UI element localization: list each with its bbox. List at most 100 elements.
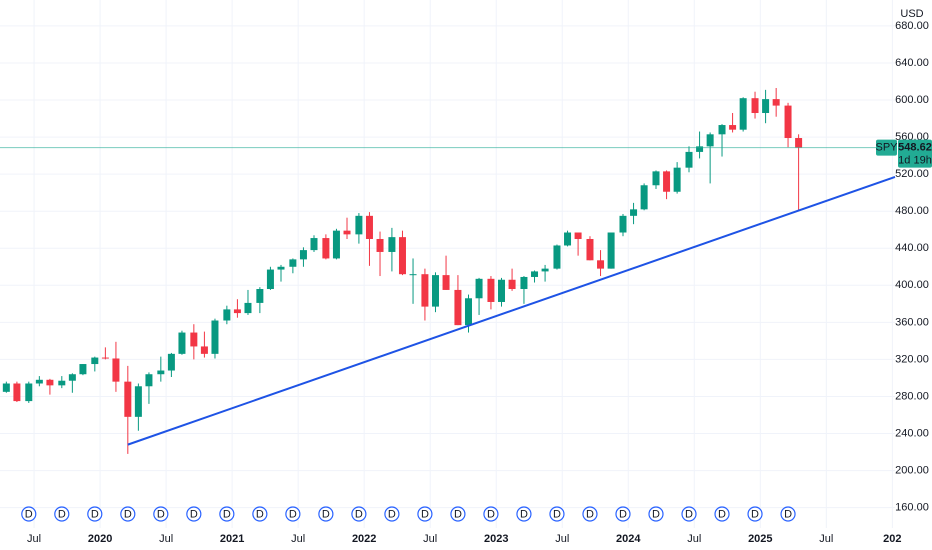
y-tick-label: 280.00: [895, 390, 929, 402]
x-tick-label: Jul: [291, 533, 305, 545]
dividend-label: D: [553, 508, 561, 520]
dividend-label: D: [25, 508, 33, 520]
x-tick-label: 202: [883, 533, 901, 545]
dividend-marker: [582, 506, 598, 522]
symbol-label: SPY: [875, 142, 898, 154]
x-tick-label: Jul: [27, 533, 41, 545]
dividend-marker: [681, 506, 697, 522]
y-tick-label: 480.00: [895, 205, 929, 217]
candle-body: [619, 215, 627, 233]
candle-body: [388, 237, 396, 252]
dividend-marker: [615, 506, 631, 522]
dividend-label: D: [487, 508, 495, 520]
candle-body: [233, 309, 241, 314]
candle-body: [167, 353, 175, 371]
dividend-label: D: [685, 508, 693, 520]
currency-label: USD: [900, 8, 923, 20]
candle-body: [343, 230, 351, 235]
candle-body: [134, 386, 142, 417]
candle-body: [398, 237, 406, 275]
dividend-label: D: [256, 508, 264, 520]
dividend-marker: [318, 506, 334, 522]
dividend-label: D: [289, 508, 297, 520]
candle-body: [729, 125, 737, 130]
price-axis: 160.00 200.00 240.00 280.00 320.00 360.00 400.…: [27, 20, 932, 545]
candle-body: [795, 138, 803, 148]
dividend-label: D: [751, 508, 759, 520]
dividend-label: D: [652, 508, 660, 520]
dividend-label: D: [190, 508, 198, 520]
candle-body: [696, 146, 704, 152]
candle-body: [553, 245, 561, 269]
x-tick-label: 2023: [484, 533, 508, 545]
candle-body: [498, 279, 506, 302]
candle-body: [685, 151, 693, 168]
dividend-label: D: [355, 508, 363, 520]
x-tick-label: Jul: [423, 533, 437, 545]
candle-body: [79, 364, 87, 375]
dividend-label: D: [718, 508, 726, 520]
dividend-label: D: [586, 508, 594, 520]
dividend-marker: [516, 506, 532, 522]
y-tick-label: 240.00: [895, 427, 929, 439]
y-tick-label: 440.00: [895, 242, 929, 254]
candle-body: [145, 374, 153, 387]
dividend-marker: [54, 506, 70, 522]
candle-body: [322, 238, 330, 259]
countdown-label: 1d 19h: [898, 155, 932, 167]
dividend-label: D: [619, 508, 627, 520]
dividend-marker: [153, 506, 169, 522]
dividend-marker: [252, 506, 268, 522]
candle-body: [299, 250, 307, 260]
x-tick-label: Jul: [159, 533, 173, 545]
candle-body: [564, 232, 572, 246]
candle-body: [586, 238, 594, 261]
dividend-marker: [219, 506, 235, 522]
y-tick-label: 680.00: [895, 20, 929, 32]
candle-body: [574, 232, 582, 239]
candle-body: [58, 380, 66, 386]
x-tick-label: Jul: [687, 533, 701, 545]
candle-body: [223, 309, 231, 321]
candle-body: [332, 230, 340, 259]
dividend-label: D: [520, 508, 528, 520]
y-tick-label: 600.00: [895, 94, 929, 106]
candle-body: [289, 259, 297, 267]
candle-body: [112, 358, 120, 382]
candle-body: [157, 370, 165, 375]
candle-body: [464, 298, 472, 326]
candle-body: [442, 275, 450, 290]
dividend-label: D: [322, 508, 330, 520]
candle-body: [475, 278, 483, 299]
candle-body: [421, 274, 429, 307]
dividend-label: D: [91, 508, 99, 520]
candle-body: [46, 379, 54, 386]
dividend-marker: [747, 506, 763, 522]
candle-body: [772, 99, 780, 106]
candle-body: [531, 271, 539, 277]
candle-body: [762, 99, 770, 114]
dividend-marker: [87, 506, 103, 522]
candle-body: [211, 320, 219, 354]
dividend-marker: [549, 506, 565, 522]
candle-body: [25, 383, 33, 402]
candle-body: [663, 171, 671, 192]
candle-body: [200, 346, 208, 354]
y-tick-label: 520.00: [895, 168, 929, 180]
candle-body: [244, 302, 252, 314]
dividend-label: D: [388, 508, 396, 520]
candle-body: [718, 125, 726, 135]
dividend-marker: [351, 506, 367, 522]
dividend-label: D: [157, 508, 165, 520]
dividend-label: D: [454, 508, 462, 520]
dividend-marker: [450, 506, 466, 522]
candle-body: [640, 185, 648, 210]
dividend-marker: [186, 506, 202, 522]
candle-body: [91, 357, 99, 365]
candle-body: [751, 98, 759, 114]
candle-body: [124, 381, 132, 417]
x-tick-label: Jul: [819, 533, 833, 545]
dividend-marker: [648, 506, 664, 522]
dividend-label: D: [124, 508, 132, 520]
